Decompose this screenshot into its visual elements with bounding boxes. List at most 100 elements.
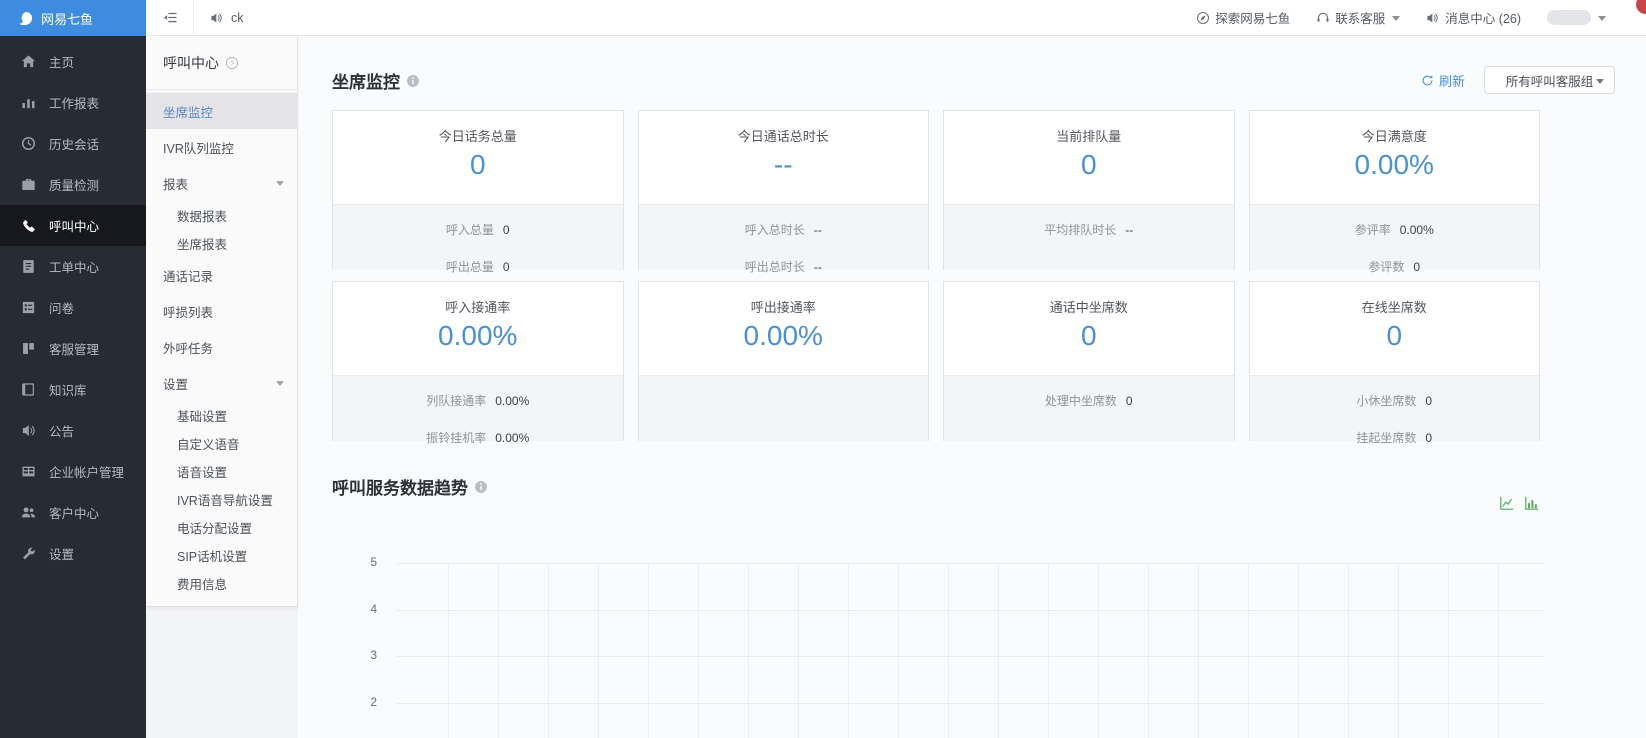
submenu-item-9[interactable]: 基础设置: [146, 401, 297, 429]
gridline-vertical: [1098, 563, 1099, 738]
gridline-vertical: [448, 563, 449, 738]
submenu-item-label: 自定义语音: [177, 437, 240, 452]
submenu-item-3[interactable]: 数据报表: [146, 201, 297, 229]
chart-type-toggle: [1499, 495, 1540, 511]
y-axis-tick: 2: [370, 695, 377, 710]
headset-icon: [1316, 11, 1330, 25]
chevron-down-icon: [1392, 15, 1401, 25]
submenu-item-11[interactable]: 语音设置: [146, 457, 297, 485]
stat-sub-row: 振铃挂机率 0.00%: [333, 419, 623, 456]
sidebar-item-settings[interactable]: 设置: [0, 533, 146, 574]
submenu-item-2[interactable]: 报表: [146, 165, 297, 201]
gridline-vertical: [598, 563, 599, 738]
stat-card-title: 呼出接通率: [750, 300, 816, 315]
submenu-item-12[interactable]: IVR语音导航设置: [146, 485, 297, 513]
stat-sub-label: 参评数: [1368, 260, 1405, 274]
sidebar-item-history[interactable]: 历史会话: [0, 123, 146, 164]
sidebar-item-call-center[interactable]: 呼叫中心: [0, 205, 146, 246]
sidebar-item-quality[interactable]: 质量检测: [0, 164, 146, 205]
volume-icon[interactable]: [210, 11, 224, 25]
explore-label: 探索网易七鱼: [1215, 12, 1291, 26]
stat-card-4: 呼入接通率 0.00% 列队接通率 0.00% 振铃挂机率 0.00%: [332, 281, 624, 445]
sidebar-item-announcement[interactable]: 公告: [0, 410, 146, 451]
sidebar-item-label: 设置: [49, 548, 75, 562]
line-chart-icon[interactable]: [1499, 495, 1515, 511]
trend-section-head: 呼叫服务数据趋势: [332, 473, 1615, 499]
gridline-vertical: [498, 563, 499, 738]
message-center-link[interactable]: 消息中心 (26): [1426, 8, 1521, 27]
submenu-item-0[interactable]: 坐席监控: [146, 93, 297, 129]
svg-text:?: ?: [230, 58, 234, 67]
sidebar-item-customer[interactable]: 客户中心: [0, 492, 146, 533]
submenu-item-14[interactable]: SIP话机设置: [146, 541, 297, 569]
stat-sub-label: 呼入总时长: [744, 223, 805, 237]
gridline-vertical: [798, 563, 799, 738]
app-logo[interactable]: 网易七鱼: [0, 0, 146, 36]
info-icon[interactable]: [406, 72, 420, 88]
stat-card-3: 今日满意度 0.00% 参评率 0.00% 参评数 0: [1248, 110, 1540, 274]
submenu-item-13[interactable]: 电话分配设置: [146, 513, 297, 541]
submenu-item-5[interactable]: 通话记录: [146, 257, 297, 293]
chevron-down-icon: [1596, 79, 1604, 88]
help-question-icon[interactable]: ?: [225, 56, 239, 70]
sidebar-item-home[interactable]: 主页: [0, 41, 146, 82]
info-icon[interactable]: [474, 478, 488, 494]
gridline-vertical: [648, 563, 649, 738]
gridline-vertical: [848, 563, 849, 738]
stat-sub-row: 小休坐席数 0: [1250, 382, 1540, 419]
announcement-icon: [21, 423, 36, 438]
gridline-vertical: [1298, 563, 1299, 738]
group-filter-select[interactable]: 所有呼叫客服组: [1484, 66, 1615, 94]
chevron-down-icon: [276, 381, 284, 390]
sidebar-item-label: 工作报表: [49, 97, 100, 111]
topbar-left: ck: [146, 0, 244, 35]
contact-support-menu[interactable]: 联系客服: [1316, 8, 1401, 27]
stat-card-7: 在线坐席数 0 小休坐席数 0 挂起坐席数 0: [1248, 281, 1540, 445]
refresh-icon: [1421, 74, 1434, 87]
sidebar-item-survey[interactable]: 问卷: [0, 287, 146, 328]
submenu-item-7[interactable]: 外呼任务: [146, 329, 297, 365]
main-content: 坐席监控 刷新 所有呼叫客服组 今日话务总量 0 呼入总量 0 呼出总量 0 今…: [298, 36, 1646, 738]
submenu-item-15[interactable]: 费用信息: [146, 569, 297, 597]
submenu-item-6[interactable]: 呼损列表: [146, 293, 297, 329]
sidebar-item-work-report[interactable]: 工作报表: [0, 82, 146, 123]
trend-title: 呼叫服务数据趋势: [332, 474, 488, 499]
sidebar-item-enterprise[interactable]: 企业帐户管理: [0, 451, 146, 492]
stat-sub-label: 呼出总量: [445, 260, 494, 274]
explore-link[interactable]: 探索网易七鱼: [1196, 8, 1290, 27]
gridline-vertical: [1398, 563, 1399, 738]
stat-sub-label: 振铃挂机率: [426, 431, 487, 445]
sidebar-item-label: 问卷: [49, 302, 75, 316]
submenu-item-label: 基础设置: [177, 409, 228, 424]
stat-cards-grid: 今日话务总量 0 呼入总量 0 呼出总量 0 今日通话总时长 -- 呼入总时长 …: [332, 110, 1540, 445]
y-axis-tick: 3: [370, 648, 377, 663]
submenu-item-1[interactable]: IVR队列监控: [146, 129, 297, 165]
gridline-vertical: [1048, 563, 1049, 738]
collapse-sidebar-icon[interactable]: [146, 10, 193, 25]
corner-badge[interactable]: [1636, 0, 1646, 14]
messages-label: 消息中心 (26): [1445, 12, 1521, 26]
bar-chart-icon[interactable]: [1524, 495, 1540, 511]
refresh-button[interactable]: 刷新: [1421, 71, 1465, 90]
stat-card-5: 呼出接通率 0.00%: [637, 281, 929, 441]
submenu-item-4[interactable]: 坐席报表: [146, 229, 297, 257]
home-icon: [21, 54, 36, 69]
submenu-item-10[interactable]: 自定义语音: [146, 429, 297, 457]
primary-sidebar: 主页 工作报表 历史会话 质量检测 呼叫中心 工单中心 问卷 客服管理 知识库 …: [0, 36, 146, 738]
sidebar-item-ticket[interactable]: 工单中心: [0, 246, 146, 287]
call-center-icon: [21, 218, 36, 233]
sidebar-item-knowledge[interactable]: 知识库: [0, 369, 146, 410]
sidebar-item-label: 呼叫中心: [49, 220, 100, 234]
survey-icon: [21, 300, 36, 315]
submenu-item-8[interactable]: 设置: [146, 365, 297, 401]
stat-sub-label: 呼入总量: [445, 223, 494, 237]
gridline-vertical: [1198, 563, 1199, 738]
gridline-vertical: [948, 563, 949, 738]
sidebar-item-label: 客服管理: [49, 343, 100, 357]
sidebar-item-staff-manage[interactable]: 客服管理: [0, 328, 146, 369]
sidebar-item-label: 知识库: [49, 384, 87, 398]
user-menu[interactable]: [1547, 10, 1606, 25]
stat-card-6: 通话中坐席数 0 处理中坐席数 0: [943, 281, 1235, 441]
page-title-text: 坐席监控: [332, 72, 400, 92]
gridline-vertical: [698, 563, 699, 738]
